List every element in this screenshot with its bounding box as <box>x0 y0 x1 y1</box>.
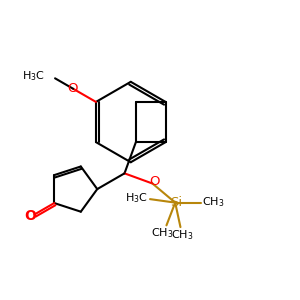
Text: Si: Si <box>170 196 182 209</box>
Text: H$_3$C: H$_3$C <box>22 70 45 83</box>
Text: CH$_3$: CH$_3$ <box>171 228 194 242</box>
Text: CH$_3$: CH$_3$ <box>151 226 173 240</box>
Text: O: O <box>24 209 36 223</box>
Text: O: O <box>67 82 78 94</box>
Text: CH$_3$: CH$_3$ <box>202 195 225 209</box>
Text: O: O <box>149 175 159 188</box>
Text: H$_3$C: H$_3$C <box>125 191 148 205</box>
